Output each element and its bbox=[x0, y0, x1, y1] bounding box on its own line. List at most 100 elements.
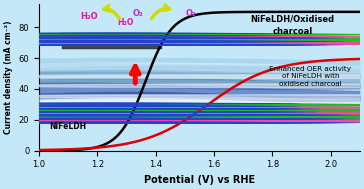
Circle shape bbox=[0, 114, 258, 116]
Circle shape bbox=[0, 36, 349, 38]
Circle shape bbox=[0, 103, 364, 106]
Circle shape bbox=[0, 33, 185, 34]
Text: Enhanced OER activity
of NiFeLDH with
oxidised charcoal: Enhanced OER activity of NiFeLDH with ox… bbox=[269, 66, 351, 87]
Circle shape bbox=[0, 37, 296, 39]
Circle shape bbox=[0, 114, 345, 116]
Circle shape bbox=[0, 108, 217, 110]
Circle shape bbox=[0, 114, 269, 116]
Circle shape bbox=[23, 37, 268, 39]
Y-axis label: Current density (mA cm⁻²): Current density (mA cm⁻²) bbox=[4, 21, 13, 134]
Circle shape bbox=[0, 108, 304, 110]
Circle shape bbox=[0, 118, 345, 120]
Circle shape bbox=[0, 111, 304, 113]
Circle shape bbox=[0, 122, 363, 124]
Circle shape bbox=[0, 41, 364, 45]
Circle shape bbox=[0, 118, 310, 120]
Circle shape bbox=[0, 109, 364, 112]
Circle shape bbox=[0, 115, 364, 119]
Circle shape bbox=[0, 118, 293, 120]
Text: O₂: O₂ bbox=[185, 9, 196, 18]
Circle shape bbox=[0, 114, 252, 116]
Circle shape bbox=[0, 38, 364, 42]
Circle shape bbox=[0, 36, 364, 38]
Circle shape bbox=[0, 105, 249, 107]
Circle shape bbox=[0, 38, 364, 42]
Circle shape bbox=[0, 103, 364, 106]
Circle shape bbox=[0, 111, 322, 113]
Circle shape bbox=[0, 108, 249, 110]
Circle shape bbox=[0, 35, 185, 36]
Circle shape bbox=[0, 103, 232, 104]
Circle shape bbox=[0, 105, 214, 107]
FancyBboxPatch shape bbox=[54, 104, 159, 109]
Circle shape bbox=[0, 108, 284, 110]
Circle shape bbox=[0, 106, 364, 109]
Circle shape bbox=[0, 103, 364, 106]
Circle shape bbox=[0, 44, 329, 46]
Circle shape bbox=[0, 108, 287, 110]
Circle shape bbox=[0, 102, 364, 106]
Circle shape bbox=[0, 41, 263, 43]
Circle shape bbox=[0, 33, 234, 34]
Circle shape bbox=[0, 114, 363, 116]
Circle shape bbox=[0, 106, 364, 109]
Circle shape bbox=[0, 118, 328, 120]
Circle shape bbox=[0, 122, 328, 124]
Circle shape bbox=[0, 118, 258, 120]
Circle shape bbox=[0, 119, 364, 123]
Circle shape bbox=[0, 103, 284, 104]
Circle shape bbox=[0, 38, 364, 42]
Circle shape bbox=[0, 37, 218, 39]
Circle shape bbox=[0, 99, 364, 103]
Circle shape bbox=[0, 111, 287, 113]
Circle shape bbox=[0, 119, 364, 123]
Circle shape bbox=[0, 109, 364, 112]
Text: H₂O: H₂O bbox=[117, 18, 133, 27]
Circle shape bbox=[0, 109, 364, 112]
Circle shape bbox=[0, 122, 310, 124]
Circle shape bbox=[39, 35, 284, 36]
Circle shape bbox=[0, 115, 364, 119]
Circle shape bbox=[0, 108, 322, 110]
Circle shape bbox=[6, 37, 251, 39]
Circle shape bbox=[0, 105, 232, 107]
Circle shape bbox=[0, 109, 364, 112]
Circle shape bbox=[0, 115, 364, 119]
Circle shape bbox=[0, 108, 252, 110]
Circle shape bbox=[0, 108, 197, 110]
Circle shape bbox=[0, 37, 234, 39]
Circle shape bbox=[0, 41, 364, 45]
Circle shape bbox=[0, 37, 246, 39]
Circle shape bbox=[0, 44, 345, 46]
Circle shape bbox=[0, 111, 217, 113]
Circle shape bbox=[0, 37, 185, 39]
Circle shape bbox=[0, 106, 348, 109]
Circle shape bbox=[0, 112, 364, 115]
Circle shape bbox=[0, 115, 364, 119]
Circle shape bbox=[0, 41, 364, 45]
Circle shape bbox=[0, 111, 234, 113]
Circle shape bbox=[0, 103, 348, 106]
Circle shape bbox=[0, 119, 364, 123]
Circle shape bbox=[0, 41, 364, 45]
Circle shape bbox=[0, 103, 364, 106]
Circle shape bbox=[0, 119, 364, 123]
Circle shape bbox=[0, 114, 310, 116]
FancyBboxPatch shape bbox=[62, 33, 162, 38]
Circle shape bbox=[0, 103, 197, 104]
Circle shape bbox=[0, 112, 364, 115]
Circle shape bbox=[0, 105, 284, 107]
Circle shape bbox=[0, 103, 266, 104]
Circle shape bbox=[0, 119, 364, 123]
Circle shape bbox=[0, 37, 201, 39]
Circle shape bbox=[0, 37, 263, 39]
Circle shape bbox=[0, 33, 332, 36]
Circle shape bbox=[0, 114, 287, 116]
Circle shape bbox=[0, 122, 275, 124]
Text: H₂O: H₂O bbox=[80, 12, 98, 21]
Circle shape bbox=[0, 35, 234, 36]
Circle shape bbox=[0, 35, 201, 36]
Circle shape bbox=[0, 33, 364, 36]
Circle shape bbox=[0, 105, 266, 107]
Circle shape bbox=[0, 33, 316, 36]
